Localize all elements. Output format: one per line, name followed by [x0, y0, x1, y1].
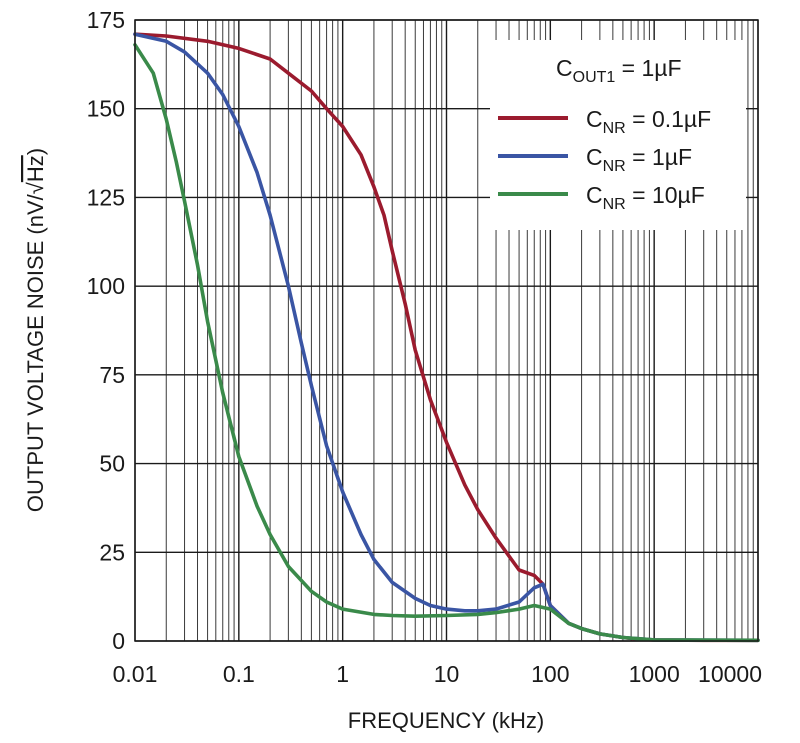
legend-entries: CNR = 0.1µF CNR = 1µF CNR = 10µF [498, 106, 711, 213]
y-tick-label: 100 [87, 273, 125, 299]
x-tick-label: 10 [434, 661, 460, 687]
y-axis-title-close: ) [23, 148, 48, 155]
y-tick-label: 25 [99, 539, 125, 565]
x-tick-labels: 0.01 0.1 1 10 100 1000 10000 [113, 661, 762, 687]
y-axis-title-main: OUTPUT VOLTAGE NOISE (nV/ [23, 193, 48, 512]
x-tick-label: 100 [531, 661, 569, 687]
y-tick-label: 125 [87, 184, 125, 210]
y-tick-label: 175 [87, 7, 125, 33]
y-tick-label: 0 [112, 628, 125, 654]
legend-box [490, 40, 746, 230]
x-tick-label: 1000 [629, 661, 680, 687]
y-tick-label: 50 [99, 451, 125, 477]
series-lines [133, 32, 760, 643]
minor-grid [165, 20, 754, 641]
legend: COUT1 = 1µF CNR = 0.1µF CNR = 1µF CNR = 10… [490, 40, 746, 230]
legend-header: COUT1 = 1µF [556, 55, 682, 86]
svg-text:OUTPUT VOLTAGE NOISE (nV/√Hz): OUTPUT VOLTAGE NOISE (nV/√Hz) [23, 148, 48, 512]
legend-label: CNR = 0.1µF [586, 106, 711, 137]
y-tick-labels: 0 25 50 75 100 125 150 175 [87, 7, 125, 654]
sqrt-sign: √ [23, 181, 48, 194]
y-axis-title-radicand: Hz [23, 155, 48, 182]
legend-label: CNR = 1µF [586, 144, 692, 175]
x-axis-title: FREQUENCY (kHz) [348, 708, 544, 733]
plot-frame [134, 19, 759, 642]
y-axis-title: OUTPUT VOLTAGE NOISE (nV/√Hz) [23, 148, 48, 512]
y-tick-label: 75 [99, 362, 125, 388]
legend-label: CNR = 10µF [586, 182, 705, 213]
y-tick-label: 150 [87, 96, 125, 122]
series-line-3 [133, 43, 760, 643]
x-tick-label: 1 [336, 661, 349, 687]
x-tick-label: 0.1 [223, 661, 255, 687]
x-tick-label: 10000 [698, 661, 762, 687]
x-tick-label: 0.01 [113, 661, 158, 687]
